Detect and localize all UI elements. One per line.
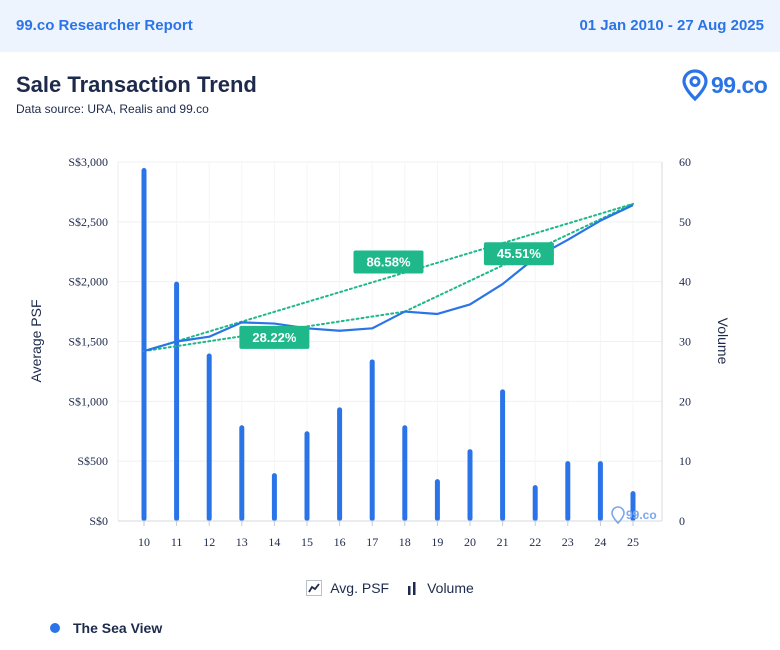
x-tick-label: 19 xyxy=(431,535,443,549)
volume-bar xyxy=(206,353,212,521)
watermark-text: 99.co xyxy=(626,508,657,522)
right-tick-label: 20 xyxy=(679,394,691,408)
x-tick-label: 20 xyxy=(464,535,476,549)
left-tick-label: S$2,500 xyxy=(68,215,108,229)
right-tick-label: 10 xyxy=(679,454,691,468)
right-tick-label: 0 xyxy=(679,514,685,528)
trend-label: 86.58% xyxy=(366,254,411,269)
right-tick-label: 30 xyxy=(679,335,691,349)
left-tick-label: S$1,000 xyxy=(68,394,108,408)
trend-label-box xyxy=(239,325,310,349)
trend-label: 28.22% xyxy=(252,330,297,345)
x-tick-label: 16 xyxy=(334,535,346,549)
legend-volume-label: Volume xyxy=(427,580,474,596)
legend-psf-label: Avg. PSF xyxy=(330,580,390,596)
line-chart-icon xyxy=(306,580,323,596)
trend-line xyxy=(143,202,634,353)
sale-transaction-chart: S$0 S$500 S$1,000 S$1,500 S$2,000 S$2,500 S$3,… xyxy=(28,155,731,549)
x-tick-label: 23 xyxy=(562,535,574,549)
right-tick-label: 60 xyxy=(679,155,691,169)
volume-bar xyxy=(369,359,375,521)
y2-axis-title: Volume xyxy=(715,318,731,365)
volume-bar xyxy=(174,281,180,521)
left-tick-label: S$2,000 xyxy=(68,275,108,289)
volume-bar xyxy=(402,425,408,521)
volume-bar xyxy=(532,485,538,521)
trend-label-box xyxy=(353,250,424,274)
volume-bars xyxy=(141,167,636,521)
x-tick-label: 13 xyxy=(236,535,248,549)
x-tick-label: 11 xyxy=(171,535,183,549)
left-tick-label: S$1,500 xyxy=(68,335,108,349)
volume-bar xyxy=(597,461,603,521)
x-tick-label: 14 xyxy=(268,535,280,549)
left-tick-label: S$0 xyxy=(89,514,108,528)
series-color-dot xyxy=(50,623,60,633)
x-tick-label: 15 xyxy=(301,535,313,549)
x-tick-label: 24 xyxy=(594,535,606,549)
volume-bar xyxy=(239,425,245,521)
grid-lines xyxy=(118,161,662,522)
x-tick-label: 17 xyxy=(366,535,378,549)
logo-text: 99.co xyxy=(711,71,768,98)
watermark-pin-icon xyxy=(611,506,625,525)
volume-bar xyxy=(565,461,571,521)
volume-bar xyxy=(141,167,147,521)
legend-item-volume[interactable]: Volume xyxy=(405,580,474,596)
x-tick-label: 22 xyxy=(529,535,541,549)
project-name: The Sea View xyxy=(73,620,163,636)
volume-bar xyxy=(500,389,506,521)
left-tick-label: S$3,000 xyxy=(68,155,108,169)
location-pin-icon xyxy=(682,69,708,101)
trend-label: 45.51% xyxy=(497,246,542,261)
brand-logo: 99.co xyxy=(682,68,768,102)
left-tick-label: S$500 xyxy=(77,454,108,468)
x-tick-label: 25 xyxy=(627,535,639,549)
volume-bar xyxy=(304,431,310,521)
right-tick-label: 50 xyxy=(679,215,691,229)
bar-chart-icon xyxy=(408,582,416,595)
report-header-bar: 99.co Researcher Report 01 Jan 2010 - 27… xyxy=(0,0,780,52)
volume-bar xyxy=(271,473,277,521)
volume-bar xyxy=(434,479,440,521)
x-tick-label: 10 xyxy=(138,535,150,549)
axes: S$0 S$500 S$1,000 S$1,500 S$2,000 S$2,500 S$3,… xyxy=(28,155,731,549)
legend-item-psf[interactable]: Avg. PSF xyxy=(306,580,389,596)
chart-legend: Avg. PSF Volume xyxy=(0,580,780,596)
trend-labels: 86.58% 28.22% 45.51% xyxy=(239,242,554,349)
chart-watermark: 99.co xyxy=(611,506,657,525)
project-series-item[interactable]: The Sea View xyxy=(50,620,162,636)
trend-label-box xyxy=(483,242,554,266)
volume-bar xyxy=(337,407,343,521)
trend-lines xyxy=(143,202,634,353)
x-tick-label: 18 xyxy=(399,535,411,549)
chart-title: Sale Transaction Trend xyxy=(16,72,257,97)
x-tick-label: 12 xyxy=(203,535,215,549)
volume-bar xyxy=(630,491,636,521)
data-source: Data source: URA, Realis and 99.co xyxy=(16,102,209,116)
date-range: 01 Jan 2010 - 27 Aug 2025 xyxy=(579,17,764,34)
y-axis-title: Average PSF xyxy=(28,299,44,382)
right-tick-label: 40 xyxy=(679,275,691,289)
x-tick-label: 21 xyxy=(497,535,509,549)
report-title: 99.co Researcher Report xyxy=(16,17,193,34)
volume-bar xyxy=(467,449,473,521)
